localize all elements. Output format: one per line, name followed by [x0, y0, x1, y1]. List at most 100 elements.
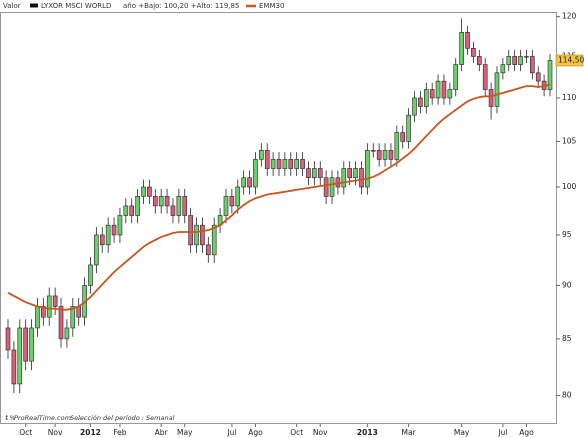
candle-body: [211, 224, 217, 256]
candle-body: [259, 150, 264, 160]
candle-body: [406, 114, 411, 142]
x-tick-label: May: [177, 428, 193, 437]
candle-body: [506, 56, 512, 65]
candle-body: [500, 64, 506, 74]
candle-body: [459, 32, 464, 65]
candle-body: [64, 327, 70, 340]
candle-body: [141, 186, 146, 197]
candle-body: [465, 32, 470, 49]
x-tick-label: Jul: [497, 428, 507, 437]
candle-body: [288, 159, 294, 169]
candle-body: [264, 150, 270, 169]
footer-icon: ↕%: [4, 414, 16, 422]
candle-body: [176, 196, 182, 216]
candle-body: [294, 159, 299, 169]
candle-body: [412, 97, 417, 116]
candle-body: [253, 159, 258, 188]
series-legend-icon: [30, 3, 38, 8]
candle-body: [388, 150, 394, 160]
candle-body: [347, 168, 352, 179]
x-tick-label: Oct: [19, 428, 32, 437]
last-price-label: 114,50: [558, 56, 584, 65]
footer-period: Selección del período : Semanal: [70, 414, 175, 422]
candle-body: [317, 168, 323, 179]
candle-body: [158, 196, 164, 207]
candle-body: [170, 205, 176, 216]
candle-body: [17, 327, 23, 385]
x-tick-label: Nov: [313, 428, 328, 437]
candle-body: [223, 196, 229, 216]
candle-body: [494, 72, 500, 107]
candle-body: [365, 150, 370, 188]
candle-body: [276, 159, 282, 169]
overlay-legend-label: EMM30: [259, 2, 284, 10]
candle-body: [41, 306, 46, 318]
y-tick-label: 95: [562, 230, 572, 239]
x-tick-label: 2012: [80, 428, 101, 437]
candle-body: [270, 159, 276, 169]
candle-body: [530, 56, 535, 74]
candle-body: [535, 72, 541, 82]
candle-body: [229, 196, 235, 207]
candle-body: [194, 224, 199, 246]
candle-body: [105, 224, 111, 246]
candle-body: [206, 244, 211, 256]
candle-body: [111, 224, 117, 236]
candle-body: [312, 168, 317, 179]
candles: [5, 18, 553, 394]
candle-body: [241, 177, 246, 188]
candle-body: [46, 295, 52, 318]
candle-body: [512, 56, 517, 65]
candle-body: [247, 177, 252, 188]
y-tick-label: 110: [562, 93, 577, 102]
candle-body: [200, 224, 205, 246]
candle-body: [117, 215, 123, 236]
candle-body: [435, 80, 441, 99]
y-tick-label: 80: [562, 391, 572, 400]
header-label: Valor: [3, 2, 21, 10]
candle-body: [547, 60, 553, 90]
x-tick-label: 2013: [357, 428, 378, 437]
x-tick-label: Ago: [519, 428, 534, 437]
candle-body: [471, 48, 476, 57]
y-tick-label: 105: [562, 136, 577, 145]
candle-body: [52, 295, 58, 307]
candle-body: [129, 205, 135, 216]
candle-body: [152, 196, 158, 207]
candle-body: [418, 97, 423, 107]
candle-body: [5, 327, 11, 351]
candle-body: [394, 132, 400, 160]
candle-body: [70, 306, 76, 329]
y-tick-label: 100: [562, 182, 577, 191]
candle-body: [147, 186, 152, 197]
candle-body: [353, 168, 358, 179]
candle-body: [429, 89, 435, 99]
candle-body: [300, 159, 305, 169]
candle-body: [35, 306, 40, 329]
x-tick-label: May: [454, 428, 470, 437]
candle-body: [88, 264, 93, 286]
candle-body: [235, 186, 241, 207]
candle-body: [359, 168, 364, 188]
y-tick-label: 120: [562, 12, 577, 21]
candle-body: [282, 159, 288, 169]
x-tick-label: Jul: [226, 428, 236, 437]
candle-body: [524, 56, 529, 58]
x-tick-label: Nov: [48, 428, 63, 437]
candle-body: [123, 205, 129, 216]
x-tick-label: Feb: [113, 428, 127, 437]
x-tick-label: Ago: [248, 428, 263, 437]
candle-body: [441, 80, 447, 99]
footer-source: ProRealTime.com: [14, 414, 71, 422]
candle-body: [518, 56, 523, 65]
candle-body: [423, 89, 429, 107]
plot-frame: [0, 12, 557, 424]
last-price-tag: [555, 54, 584, 67]
candle-body: [477, 56, 482, 65]
candle-body: [329, 177, 335, 197]
y-tick-label: 90: [562, 280, 572, 289]
candle-body: [341, 168, 347, 188]
candle-body: [376, 150, 382, 160]
x-tick-label: Abr: [155, 428, 169, 437]
